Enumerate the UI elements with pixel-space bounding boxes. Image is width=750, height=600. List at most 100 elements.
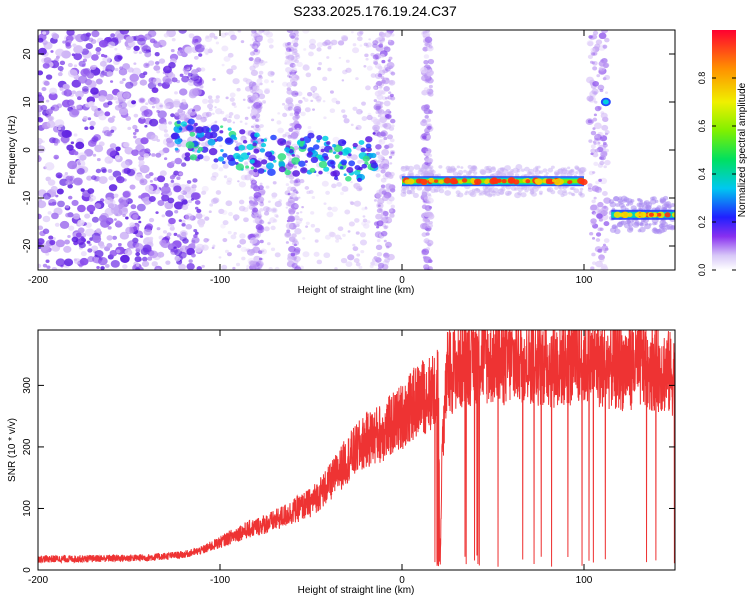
spectrogram-noise-blob <box>390 204 395 209</box>
spectrogram-band-blob <box>426 69 434 77</box>
spectrogram-band-blob <box>596 74 601 78</box>
spectrogram-band-blob <box>383 136 388 141</box>
spectrogram-ridge-halo <box>648 223 652 226</box>
spectrogram-noise-blob <box>272 208 277 212</box>
spectrogram-ridge-halo <box>654 222 658 225</box>
spectrogram-noise-blob <box>226 180 232 185</box>
spectrogram-noise-blob <box>353 182 361 190</box>
spectrogram-noise-blob <box>352 106 358 111</box>
spectrogram-noise-blob <box>341 36 348 42</box>
spectrogram-x-tick-label: 100 <box>576 275 593 286</box>
spectrogram-band-blob <box>290 132 299 139</box>
spectrogram-ridge-blob <box>277 153 287 161</box>
spectrogram-noise-blob <box>137 37 146 46</box>
spectrogram-noise-blob <box>174 157 183 165</box>
spectrogram-band-blob <box>377 73 383 78</box>
spectrogram-ridge-halo <box>444 190 452 196</box>
spectrogram-noise-blob <box>159 170 167 177</box>
spectrogram-ridge-halo <box>497 188 505 195</box>
spectrogram-ridge-halo <box>626 219 632 224</box>
spectrogram-y-tick-label: 20 <box>22 48 33 60</box>
spectrogram-band-blob <box>255 118 259 122</box>
spectrogram-band-blob <box>385 241 392 248</box>
spectrogram-noise-blob <box>106 235 113 241</box>
spectrogram-noise-blob <box>220 32 227 38</box>
spectrogram-noise-blob <box>186 180 192 184</box>
spectrogram-noise-blob <box>45 74 53 80</box>
spectrogram-band-blob <box>249 87 254 91</box>
spectrogram-band-blob <box>255 233 260 237</box>
spectrogram-band-blob <box>258 93 266 100</box>
spectrogram-noise-blob <box>212 197 220 204</box>
spectrogram-noise-blob <box>378 138 386 145</box>
spectrogram-noise-blob <box>233 105 237 108</box>
spectrogram-noise-blob <box>164 201 174 210</box>
spectrogram-noise-blob <box>241 256 246 261</box>
spectrogram-noise-blob <box>337 226 344 232</box>
spectrogram-noise-blob <box>361 101 366 106</box>
spectrogram-ridge-blob <box>193 122 198 127</box>
spectrogram-noise-blob <box>174 91 178 95</box>
spectrogram-noise-blob <box>130 204 137 210</box>
spectrogram-noise-blob <box>355 262 361 267</box>
spectrogram-ridge-blob <box>318 160 328 169</box>
spectrogram-noise-blob <box>225 114 230 119</box>
spectrogram-noise-blob <box>62 40 66 44</box>
spectrogram-noise-blob <box>366 114 373 121</box>
spectrogram-main-ridge-peak <box>525 179 531 184</box>
spectrogram-ridge-blob <box>260 138 265 142</box>
colorbar-tick-label: 0.2 <box>697 216 707 229</box>
spectrogram-noise-blob <box>131 149 139 157</box>
spectrogram-band-blob <box>595 39 603 45</box>
spectrogram-noise-blob <box>72 213 81 220</box>
spectrogram-noise-blob <box>91 105 99 112</box>
spectrogram-noise-blob <box>242 98 246 101</box>
spectrogram-band-blob <box>382 224 387 228</box>
spectrogram-ridge-halo <box>656 228 663 235</box>
spectrogram-band-blob <box>592 204 600 211</box>
spectrogram-noise-blob <box>95 78 103 85</box>
spectrogram-band-blob <box>593 113 597 117</box>
spectrogram-band-blob <box>585 118 594 126</box>
spectrogram-noise-blob <box>330 39 338 46</box>
spectrogram-band-blob <box>592 80 599 87</box>
spectrogram-noise-blob <box>124 249 133 256</box>
spectrogram-noise-blob <box>345 261 353 268</box>
spectrogram-noise-blob <box>141 260 150 267</box>
spectrogram-noise-blob <box>38 104 44 113</box>
spectrogram-noise-blob <box>96 265 100 270</box>
spectrogram-noise-blob <box>212 244 216 248</box>
spectrogram-ridge-halo <box>407 165 415 172</box>
spectrogram-noise-blob <box>352 246 359 252</box>
spectrogram-ridge-blob <box>260 142 267 148</box>
spectrogram-noise-blob <box>210 175 217 181</box>
spectrogram-ridge-blob <box>219 130 224 134</box>
spectrogram-band-blob <box>428 92 434 97</box>
snr-ticks: -200 -100 0 100 0 100 200 300 <box>22 330 675 586</box>
spectrogram-noise-blob <box>95 46 102 53</box>
spectrogram-side-ridge-peak <box>656 212 662 217</box>
spectrogram-noise-blob <box>288 134 292 137</box>
spectrogram-noise-blob <box>87 188 95 194</box>
spectrogram-ridge-halo <box>614 225 619 229</box>
snr-y-label: SNR (10 * v/v) <box>7 418 18 482</box>
spectrogram-noise-blob <box>370 73 377 78</box>
spectrogram-noise-blob <box>218 256 222 259</box>
spectrogram-ridge-blob <box>337 139 347 147</box>
spectrogram-band-blob <box>423 60 429 65</box>
spectrogram-band-blob <box>423 264 430 270</box>
spectrogram-main-ridge-peak <box>501 179 507 184</box>
spectrogram-ridge-halo <box>528 172 532 175</box>
spectrogram-ridge-blob <box>370 162 379 169</box>
spectrogram-ridge-blob <box>207 138 216 146</box>
spectrogram-ridge-blob <box>278 166 286 173</box>
spectrogram-noise-blob <box>174 209 179 214</box>
spectrogram-ridge-blob <box>291 153 295 157</box>
spectrogram-noise-blob <box>155 152 162 158</box>
spectrogram-noise-blob <box>322 76 328 82</box>
spectrogram-noise-blob <box>325 190 330 195</box>
spectrogram-ridge-blob <box>230 134 237 140</box>
spectrogram-noise-blob <box>95 51 101 56</box>
spectrogram-band-blob <box>599 218 604 222</box>
